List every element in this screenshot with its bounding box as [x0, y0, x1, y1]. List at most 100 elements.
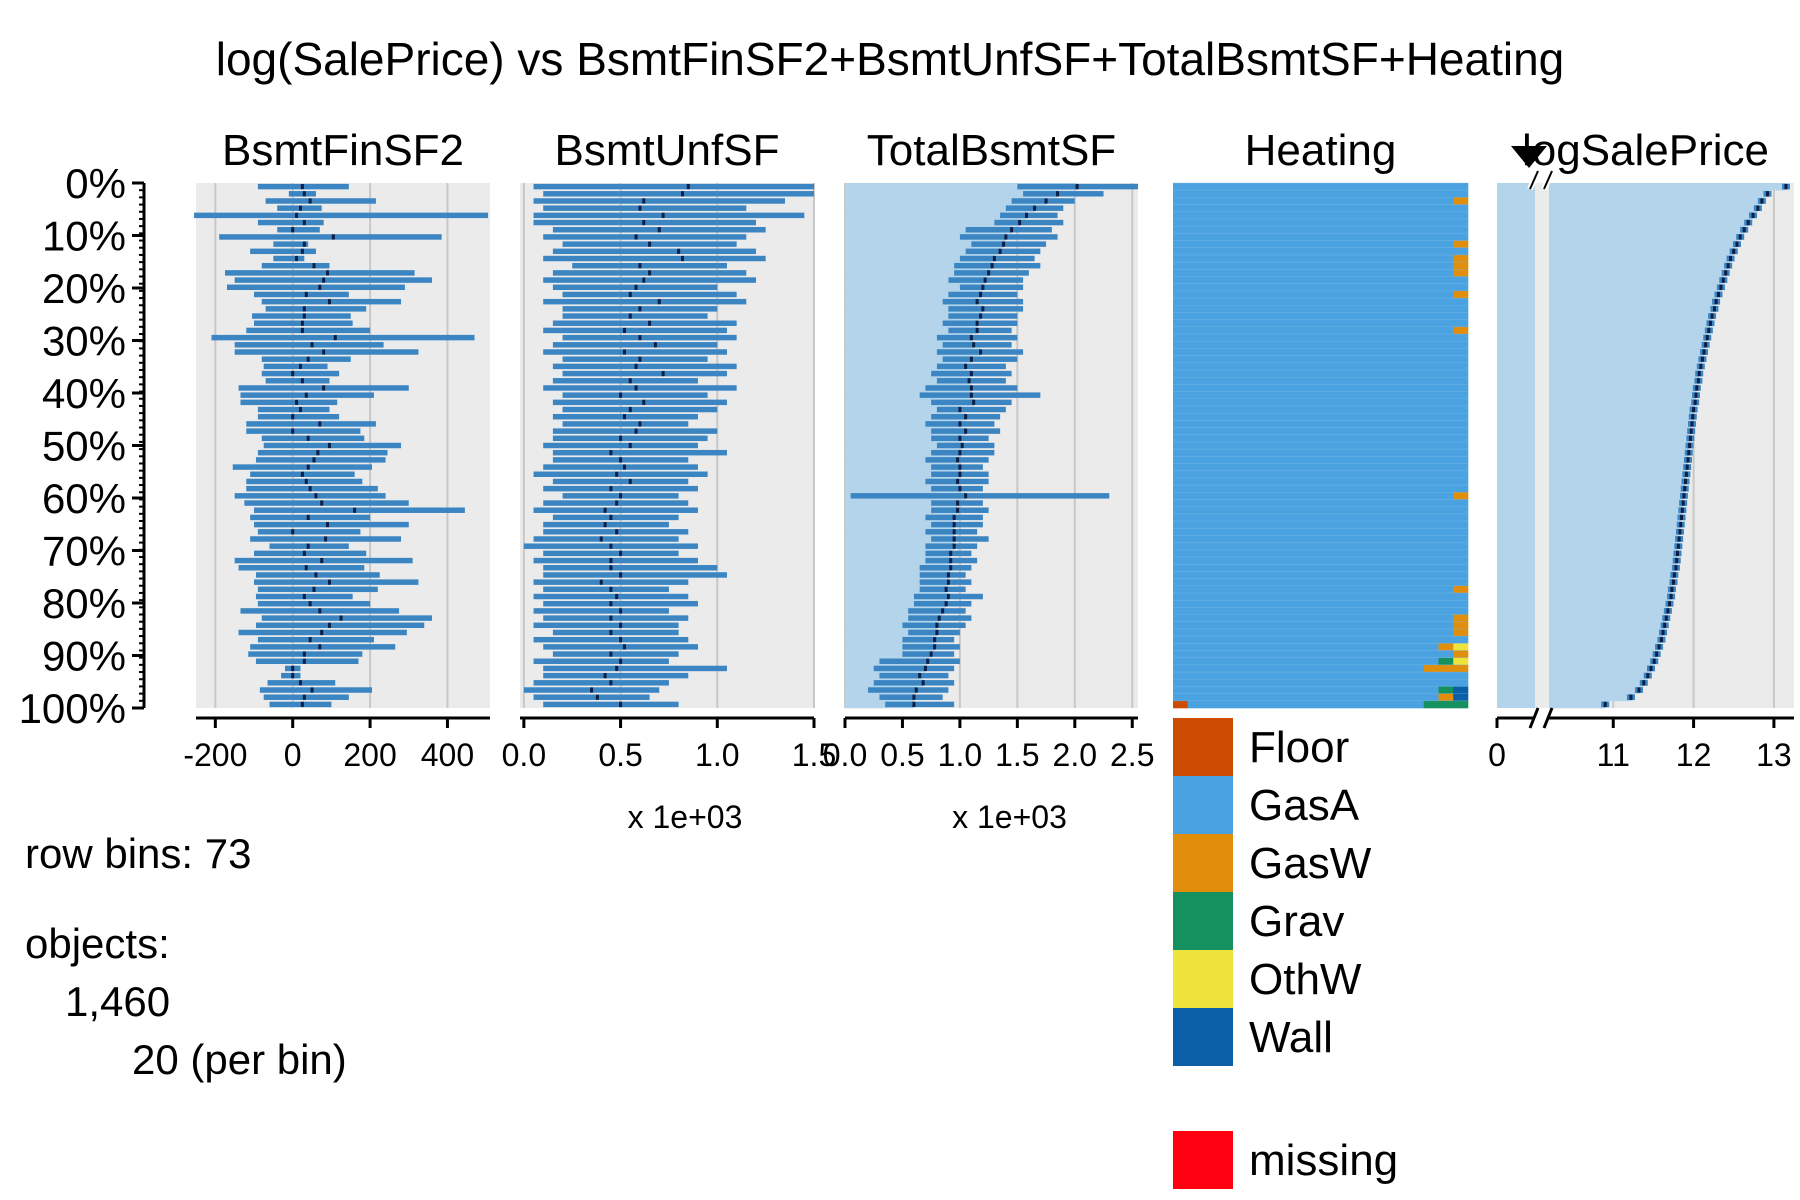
sd-bar [552, 478, 689, 485]
value-fill [845, 283, 983, 292]
sd-bar [234, 493, 386, 499]
sd-bar [273, 255, 305, 262]
sd-bar [543, 665, 727, 672]
category-segment-gasa [1173, 643, 1439, 651]
y-tick-label: 40% [42, 370, 126, 417]
panel-title: Heating [1245, 126, 1397, 175]
panel-title: logSalePrice [1522, 126, 1769, 175]
value-fill [845, 305, 983, 313]
value-fill [1549, 427, 1692, 436]
category-segment-gasa [1173, 600, 1469, 608]
category-segment-gasa [1173, 341, 1469, 349]
legend-swatch-grav [1173, 892, 1233, 950]
value-fill [845, 348, 981, 356]
sd-bar [850, 493, 1110, 499]
category-segment-gasa [1173, 362, 1469, 371]
sd-bar [931, 485, 983, 492]
sd-bar [250, 248, 316, 255]
value-fill [1549, 650, 1657, 658]
sd-bar [1023, 191, 1104, 197]
y-axis: 0% 10% 20% 30% 40% 50% 60% 70% 80% 90% 100% [19, 160, 146, 732]
value-fill [845, 650, 932, 658]
sd-bar [959, 234, 1058, 240]
panel-title: TotalBsmtSF [867, 126, 1116, 175]
value-fill [845, 298, 978, 306]
sd-bar [879, 658, 960, 664]
category-segment-gasa [1173, 614, 1454, 622]
y-tick-label: 80% [42, 580, 126, 627]
category-segment-gasa [1173, 369, 1469, 378]
category-segment-gasw [1438, 693, 1454, 702]
sd-bar [226, 284, 405, 291]
category-segment-gasw [1453, 628, 1469, 637]
category-segment-gasa [1173, 283, 1469, 292]
sd-bar [543, 672, 689, 679]
sd-bar [238, 565, 365, 571]
sd-bar [543, 442, 698, 449]
sd-bar [931, 449, 995, 456]
sd-bar [257, 449, 388, 456]
category-segment-wall [1453, 686, 1469, 694]
sd-bar [902, 651, 955, 657]
value-fill [1549, 369, 1700, 378]
category-segment-gasa [1173, 276, 1469, 284]
value-fill [845, 585, 947, 594]
sd-bar [254, 579, 419, 585]
value-fill [1549, 240, 1737, 249]
value-fill [845, 571, 949, 579]
sd-bar [942, 356, 1018, 362]
legend-swatch-wall [1173, 1008, 1233, 1066]
value-fill [1549, 607, 1668, 615]
sd-bar [261, 370, 340, 377]
sd-bar [255, 658, 359, 664]
sd-bar [562, 291, 737, 298]
category-segment-gasw [1453, 492, 1469, 500]
sd-bar [257, 586, 378, 593]
sd-bar [259, 687, 373, 693]
sd-bar [543, 298, 747, 305]
sd-bar [281, 672, 301, 679]
category-segment-gasw [1453, 254, 1469, 263]
x-tick-label: 1.0 [695, 737, 739, 773]
panel-totalbsmtsf: TotalBsmtSF 0.0 0.5 1.0 1.5 2.0 2.5 x 1e+03 [823, 126, 1155, 835]
sd-bar [942, 342, 1012, 348]
x-tick-label: 13 [1756, 737, 1792, 773]
sd-bar [562, 370, 727, 377]
x-tick-label: 2.5 [1110, 737, 1154, 773]
category-segment-gasa [1173, 290, 1454, 299]
objects-per-bin: 20 (per bin) [132, 1036, 347, 1083]
value-fill [1549, 686, 1639, 694]
y-tick-label: 100% [19, 685, 126, 732]
category-segment-gasa [1173, 607, 1469, 615]
category-segment-othw [1453, 657, 1469, 666]
sd-bar [562, 313, 708, 319]
value-fill [1549, 326, 1709, 335]
y-tick-label: 10% [42, 213, 126, 260]
legend-label-gasa: GasA [1249, 781, 1360, 830]
value-fill [845, 607, 943, 615]
value-fill [845, 614, 940, 622]
value-fill [845, 413, 966, 421]
x-tick-label: 0.0 [823, 737, 867, 773]
value-fill [1549, 600, 1670, 608]
x-tick-label: 1.5 [792, 737, 836, 773]
value-fill [845, 233, 1006, 241]
value-fill [1549, 693, 1631, 702]
sd-bar [959, 284, 1024, 291]
sd-bar [261, 262, 330, 269]
value-fill [845, 391, 972, 400]
sd-bar [552, 378, 698, 384]
sd-bar [543, 234, 747, 240]
legend-label-grav: Grav [1249, 897, 1344, 946]
category-segment-gasa [1173, 211, 1469, 220]
category-segment-gasw [1438, 643, 1454, 651]
value-fill [1549, 384, 1697, 392]
value-fill [1549, 190, 1768, 198]
sd-bar [234, 349, 419, 355]
category-segment-gasa [1173, 499, 1469, 507]
value-fill [1549, 391, 1696, 400]
sd-bar [261, 356, 351, 362]
sd-bar [908, 608, 966, 614]
legend-label-floor: Floor [1249, 723, 1349, 772]
legend-label-gasw: GasW [1249, 839, 1372, 888]
